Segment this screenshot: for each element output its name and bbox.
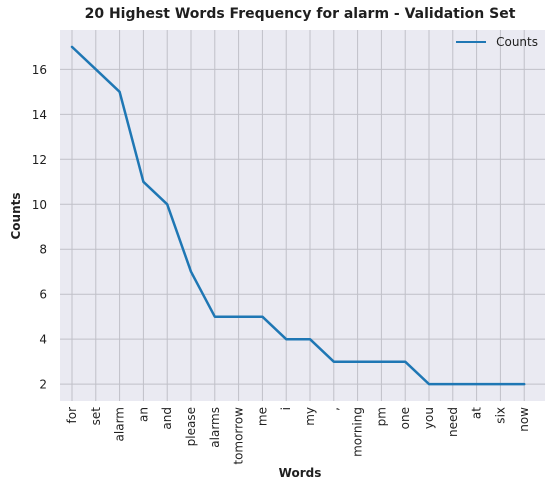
legend: Counts [456,35,538,49]
x-tick-label: pm [374,407,388,426]
x-tick-label: alarms [208,407,222,448]
x-tick-label: tomorrow [232,407,246,465]
plot-area [60,30,545,401]
x-tick-label: you [422,407,436,429]
x-tick-label: for [65,407,79,424]
x-tick-label: at [470,407,484,419]
x-tick-labels: for set alarm an and please alarms tomorrow me i m… [65,407,531,465]
x-tick-label: , [327,407,341,411]
x-tick-label: an [136,407,150,422]
x-tick-label: and [160,407,174,430]
x-tick-label: my [303,407,317,426]
x-tick-label: please [184,407,198,446]
x-tick-label: set [89,407,103,426]
legend-label: Counts [496,35,538,49]
x-tick-label: me [255,407,269,426]
y-tick-label: 14 [32,108,47,122]
y-tick-label: 10 [32,198,47,212]
x-tick-label: now [517,407,531,432]
chart-title: 20 Highest Words Frequency for alarm - V… [84,6,516,22]
x-tick-label: morning [351,407,365,457]
y-tick-label: 2 [39,378,47,392]
x-tick-label: alarm [113,407,127,441]
series-layer [70,45,526,386]
legend-line-swatch [456,41,487,43]
x-tick-label: one [398,407,412,429]
x-tick-label: i [279,407,293,410]
x-tick-label: six [493,407,507,424]
y-tick-label: 12 [32,153,47,167]
y-tick-labels: 2 4 6 8 10 12 14 16 [32,63,47,392]
y-tick-label: 8 [39,243,47,257]
x-axis-label: Words [278,466,322,480]
y-tick-label: 6 [39,288,47,302]
y-axis-label: Counts [9,192,23,240]
series-line [70,45,526,386]
x-tick-label: need [446,407,460,437]
y-tick-label: 4 [39,333,47,347]
y-tick-label: 16 [32,63,47,77]
